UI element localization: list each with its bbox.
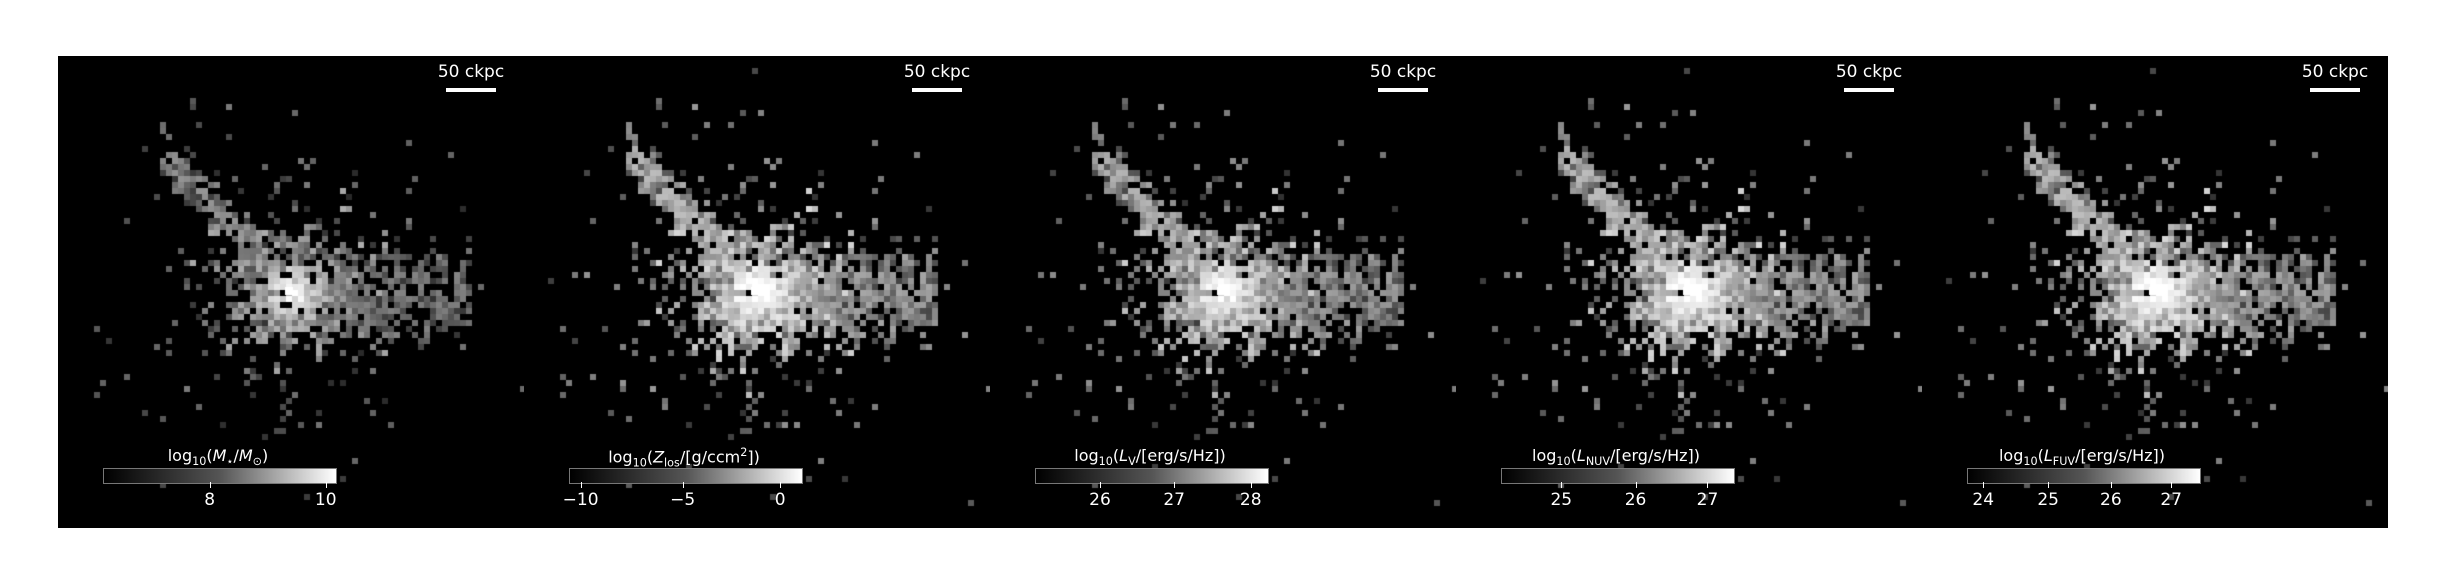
scale-bar-line	[912, 88, 962, 92]
scale-bar: 50 ckpc	[436, 62, 506, 92]
scale-bar: 50 ckpc	[1368, 62, 1438, 92]
colorbar-tick-label: −10	[562, 490, 599, 510]
colorbar-tick-label: 27	[2160, 490, 2182, 510]
colorbar	[569, 468, 803, 484]
colorbar	[1967, 468, 2201, 484]
colorbar-tick	[780, 482, 782, 488]
colorbar	[1501, 468, 1735, 484]
colorbar-tick	[1635, 482, 1637, 488]
scale-bar-label: 50 ckpc	[437, 62, 505, 82]
scale-bar-label: 50 ckpc	[1369, 62, 1437, 82]
map-panel-fuv-luminosity: 50 ckpc log10(LFUV/[erg/s/Hz]) 24 25 26 27	[1922, 56, 2388, 528]
colorbar-tick-label: 8	[204, 490, 216, 510]
colorbar-label: log10(LNUV/[erg/s/Hz])	[1532, 446, 1700, 469]
colorbar-tick-label: 26	[1089, 490, 1111, 510]
colorbar-tick-label: 24	[1972, 490, 1995, 510]
colorbar-tick-label: 26	[1624, 490, 1647, 510]
colorbar-tick	[2110, 482, 2112, 488]
scale-bar-label: 50 ckpc	[2301, 62, 2369, 82]
scale-bar-line	[2310, 88, 2360, 92]
colorbar-tick	[682, 482, 684, 488]
colorbar-label: log10(M⋆/M⊙)	[167, 446, 269, 469]
colorbar-label: log10(Zlos/[g/ccm2])	[608, 446, 760, 470]
galaxy-map-image	[990, 56, 1456, 528]
galaxy-map-image	[1922, 56, 2388, 528]
colorbar-tick-label: 27	[1696, 490, 1719, 510]
scale-bar-line	[446, 88, 496, 92]
colorbar-label: log10(LFUV/[erg/s/Hz])	[1998, 446, 2166, 469]
colorbar-tick	[2171, 482, 2173, 488]
scale-bar-line	[1844, 88, 1894, 92]
scale-bar: 50 ckpc	[2300, 62, 2370, 92]
colorbar-tick-label: 25	[1550, 490, 1573, 510]
colorbar-tick	[1174, 482, 1176, 488]
colorbar-tick	[2048, 482, 2050, 488]
map-panel-stellar-mass: 50 ckpc log10(M⋆/M⊙) 8 10	[58, 56, 524, 528]
colorbar-tick	[1250, 482, 1252, 488]
colorbar-tick-label: 26	[2100, 490, 2122, 510]
colorbar-tick-label: 10	[314, 490, 337, 510]
scale-bar-label: 50 ckpc	[903, 62, 971, 82]
colorbar-tick-label: 27	[1163, 490, 1185, 510]
colorbar-tick	[1561, 482, 1563, 488]
colorbar-label: log10(LV/[erg/s/Hz])	[1074, 446, 1226, 469]
colorbar-tick-label: 0	[774, 490, 786, 510]
scale-bar-label: 50 ckpc	[1835, 62, 1903, 82]
map-panel-metallicity: 50 ckpc log10(Zlos/[g/ccm2]) −10 −5 0	[524, 56, 990, 528]
colorbar-tick	[1707, 482, 1709, 488]
galaxy-map-image	[524, 56, 990, 528]
map-panel-nuv-luminosity: 50 ckpc log10(LNUV/[erg/s/Hz]) 25 26 27	[1456, 56, 1922, 528]
scale-bar-line	[1378, 88, 1428, 92]
colorbar-tick	[325, 482, 327, 488]
colorbar-tick-label: 25	[2037, 490, 2059, 510]
map-panel-v-luminosity: 50 ckpc log10(LV/[erg/s/Hz]) 26 27 28	[990, 56, 1456, 528]
colorbar	[103, 468, 337, 484]
colorbar-tick	[1099, 482, 1101, 488]
colorbar	[1035, 468, 1269, 484]
galaxy-map-image	[1456, 56, 1922, 528]
colorbar-tick-label: −5	[670, 490, 696, 510]
galaxy-map-image	[58, 56, 524, 528]
colorbar-tick	[1983, 482, 1985, 488]
scale-bar: 50 ckpc	[1834, 62, 1904, 92]
colorbar-tick	[580, 482, 582, 488]
colorbar-tick-label: 28	[1239, 490, 1262, 510]
scale-bar: 50 ckpc	[902, 62, 972, 92]
colorbar-tick	[209, 482, 211, 488]
